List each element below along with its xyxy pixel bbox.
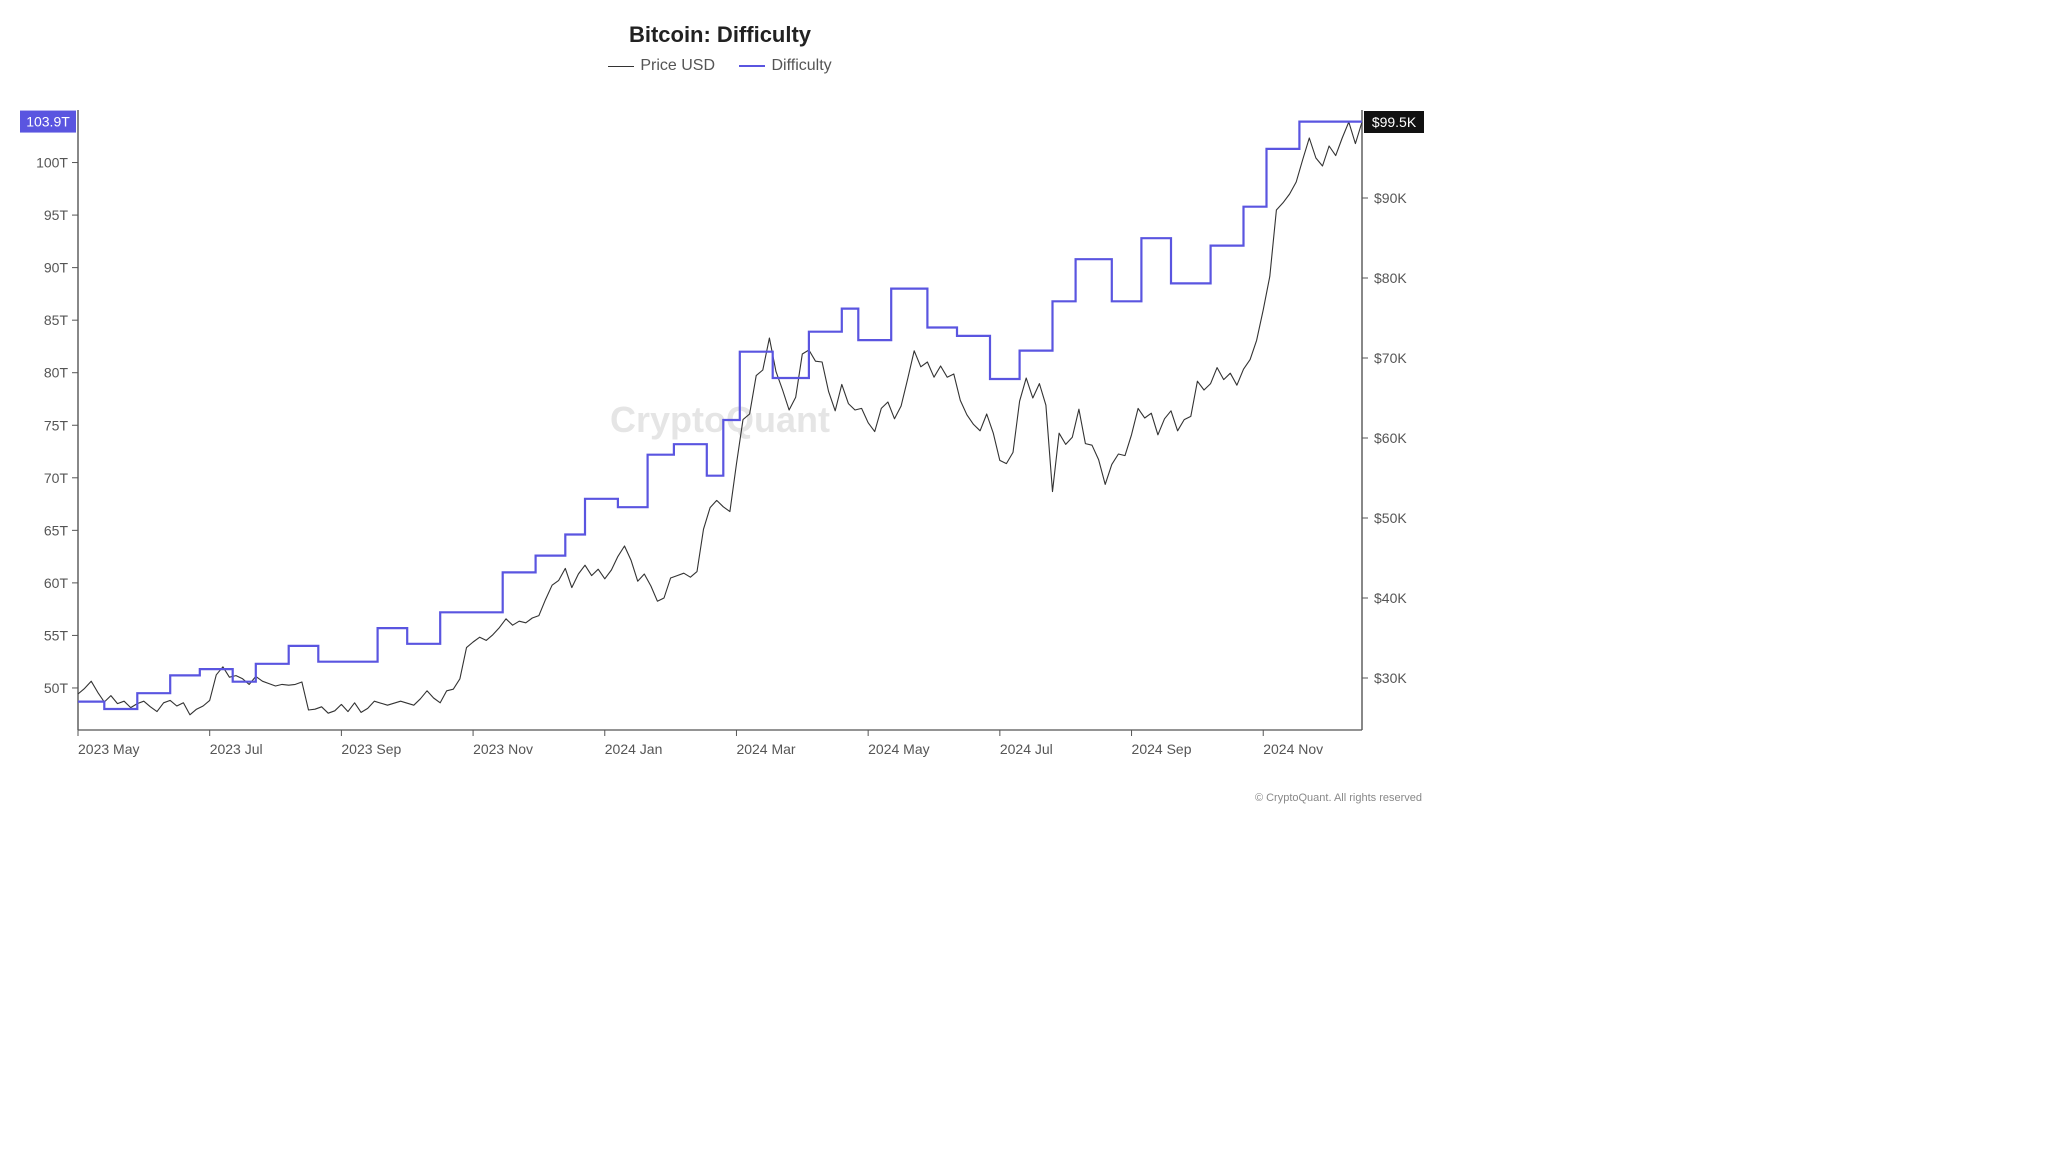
x-tick-label: 2023 Sep xyxy=(341,741,401,757)
y-left-tick-label: 55T xyxy=(44,627,69,643)
legend-swatch-difficulty xyxy=(739,65,765,67)
legend-swatch-price xyxy=(608,66,634,67)
x-tick-label: 2024 Jul xyxy=(1000,741,1053,757)
y-left-tick-label: 65T xyxy=(44,522,69,538)
y-left-tick-label: 50T xyxy=(44,680,69,696)
x-tick-label: 2023 May xyxy=(78,741,139,757)
y-right-tick-label: $30K xyxy=(1374,670,1407,686)
legend-label-price: Price USD xyxy=(640,57,715,75)
y-left-flag-text: 103.9T xyxy=(26,114,70,130)
legend-item-price: Price USD xyxy=(608,57,715,75)
y-right-tick-label: $50K xyxy=(1374,510,1407,526)
chart-title: Bitcoin: Difficulty xyxy=(0,22,1440,48)
y-right-flag-text: $99.5K xyxy=(1372,114,1417,130)
chart-legend: Price USD Difficulty xyxy=(0,54,1440,75)
y-left-tick-label: 100T xyxy=(36,155,68,171)
y-left-tick-label: 75T xyxy=(44,417,69,433)
y-left-tick-label: 85T xyxy=(44,312,69,328)
watermark: CryptoQuant xyxy=(610,399,830,440)
y-right-tick-label: $80K xyxy=(1374,270,1407,286)
chart-container: Bitcoin: Difficulty Price USD Difficulty… xyxy=(0,0,1440,810)
plot-area: 2023 May 2023 Jul 2023 Sep 2023 Nov 2024 Jan… xyxy=(0,90,1440,780)
x-tick-label: 2023 Jul xyxy=(210,741,263,757)
y-right-tick-label: $70K xyxy=(1374,350,1407,366)
x-tick-label: 2024 May xyxy=(868,741,929,757)
y-left-tick-label: 70T xyxy=(44,470,69,486)
y-left-tick-label: 90T xyxy=(44,260,69,276)
x-tick-label: 2024 Mar xyxy=(736,741,795,757)
y-right-tick-label: $60K xyxy=(1374,430,1407,446)
y-right-tick-label: $40K xyxy=(1374,590,1407,606)
x-tick-label: 2024 Nov xyxy=(1263,741,1323,757)
y-left-tick-label: 95T xyxy=(44,207,69,223)
legend-item-difficulty: Difficulty xyxy=(739,57,831,75)
x-tick-label: 2023 Nov xyxy=(473,741,533,757)
legend-label-difficulty: Difficulty xyxy=(771,57,831,75)
copyright-text: © CryptoQuant. All rights reserved xyxy=(1255,792,1422,804)
y-left-tick-label: 80T xyxy=(44,365,69,381)
y-left-tick-label: 60T xyxy=(44,575,69,591)
x-tick-label: 2024 Jan xyxy=(605,741,663,757)
y-right-tick-label: $90K xyxy=(1374,190,1407,206)
x-tick-label: 2024 Sep xyxy=(1132,741,1192,757)
